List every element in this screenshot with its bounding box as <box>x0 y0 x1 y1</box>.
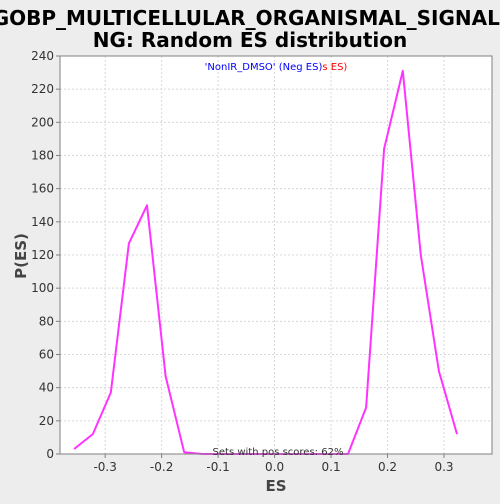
y-tick-label: 160 <box>31 182 54 196</box>
y-axis-label: P(ES) <box>12 233 30 279</box>
pos-scores-annotation: Sets with pos scores: 62% <box>213 447 344 458</box>
y-tick-label: 180 <box>31 149 54 163</box>
x-tick-label: 0.3 <box>434 460 453 474</box>
y-tick-label: 0 <box>46 447 54 461</box>
chart-title-line-2: NG: Random ES distribution <box>93 28 407 52</box>
y-tick-label: 240 <box>31 49 54 63</box>
x-tick-label: 0.0 <box>265 460 284 474</box>
y-tick-label: 140 <box>31 215 54 229</box>
y-tick-label: 40 <box>39 381 54 395</box>
y-tick-label: 100 <box>31 281 54 295</box>
y-tick-label: 200 <box>31 115 54 129</box>
y-tick-label: 120 <box>31 248 54 262</box>
legend-entry-pos: s ES) <box>322 62 347 73</box>
y-tick-label: 20 <box>39 414 54 428</box>
legend-entry-neg: 'NonIR_DMSO' (Neg ES) <box>205 62 323 73</box>
x-tick-label: 0.2 <box>378 460 397 474</box>
x-axis-label: ES <box>265 477 286 495</box>
y-tick-label: 80 <box>39 314 54 328</box>
x-tick-label: -0.2 <box>150 460 173 474</box>
y-tick-label: 220 <box>31 82 54 96</box>
y-tick-label: 60 <box>39 348 54 362</box>
x-tick-label: -0.3 <box>93 460 116 474</box>
chart-title-line-1: GOBP_MULTICELLULAR_ORGANISMAL_SIGNALI <box>0 6 500 30</box>
x-tick-label: -0.1 <box>206 460 229 474</box>
legend: 'NonIR_DMSO' (Neg ES)s ES) <box>205 62 348 73</box>
axis-layer: 0 20 40 60 80 100 120 140 160 180 200 220 240 -0.3 -0.… <box>31 49 453 474</box>
x-tick-label: 0.1 <box>322 460 341 474</box>
